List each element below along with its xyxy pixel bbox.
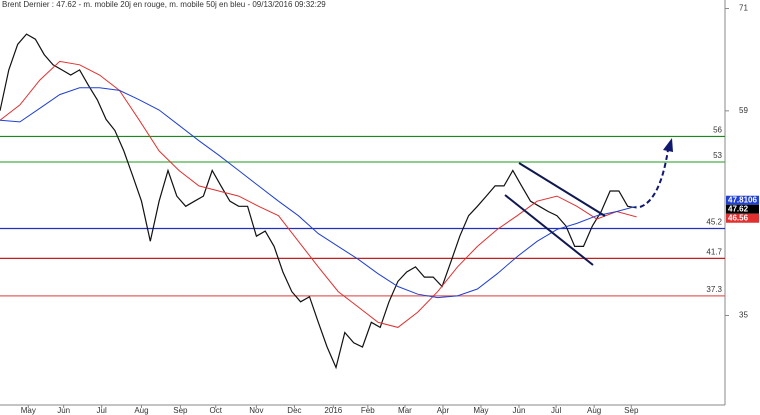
value-tag bbox=[726, 195, 759, 205]
value-tag bbox=[726, 204, 759, 214]
x-tick-label: May bbox=[21, 406, 36, 415]
y-tick-label: 35 bbox=[739, 311, 748, 320]
level-label: 53 bbox=[713, 151, 722, 160]
level-label: 45.2 bbox=[706, 218, 722, 227]
level-label: 56 bbox=[713, 126, 722, 135]
channel-lower bbox=[504, 194, 594, 266]
x-tick-label: Apr bbox=[437, 406, 450, 415]
y-tick-label: 71 bbox=[739, 4, 748, 13]
x-tick-label: Oct bbox=[210, 406, 223, 415]
x-tick-label: 2016 bbox=[324, 406, 342, 415]
x-tick-label: Nov bbox=[249, 406, 263, 415]
level-label: 37.3 bbox=[706, 285, 722, 294]
x-tick-label: Sep bbox=[624, 406, 639, 415]
value-tag-label: 47.8106 bbox=[728, 195, 757, 204]
x-tick-label: Jun bbox=[513, 406, 526, 415]
x-tick-label: Jul bbox=[97, 406, 107, 415]
x-tick-label: Feb bbox=[361, 406, 375, 415]
series-line bbox=[0, 87, 637, 299]
value-tag bbox=[726, 213, 759, 223]
series-line bbox=[0, 60, 637, 328]
x-tick-label: Sep bbox=[173, 406, 188, 415]
x-tick-label: Dec bbox=[287, 406, 301, 415]
arrow-head bbox=[663, 138, 673, 152]
level-label: 41.7 bbox=[706, 247, 722, 256]
chart-title: Brent Dernier : 47.62 - m. mobile 20j en… bbox=[2, 0, 326, 9]
x-tick-label: Jul bbox=[551, 406, 561, 415]
x-tick-label: Mar bbox=[398, 406, 412, 415]
value-tag-label: 46.56 bbox=[728, 213, 749, 222]
y-tick-label: 59 bbox=[739, 106, 748, 115]
x-tick-label: May bbox=[473, 406, 488, 415]
x-tick-label: Aug bbox=[134, 406, 148, 415]
series-line bbox=[0, 33, 637, 370]
value-tag-label: 47.62 bbox=[728, 204, 749, 213]
forecast-arrow bbox=[639, 149, 669, 208]
x-tick-label: Jun bbox=[57, 406, 70, 415]
x-tick-label: Aug bbox=[587, 406, 601, 415]
channel-upper bbox=[518, 162, 606, 217]
